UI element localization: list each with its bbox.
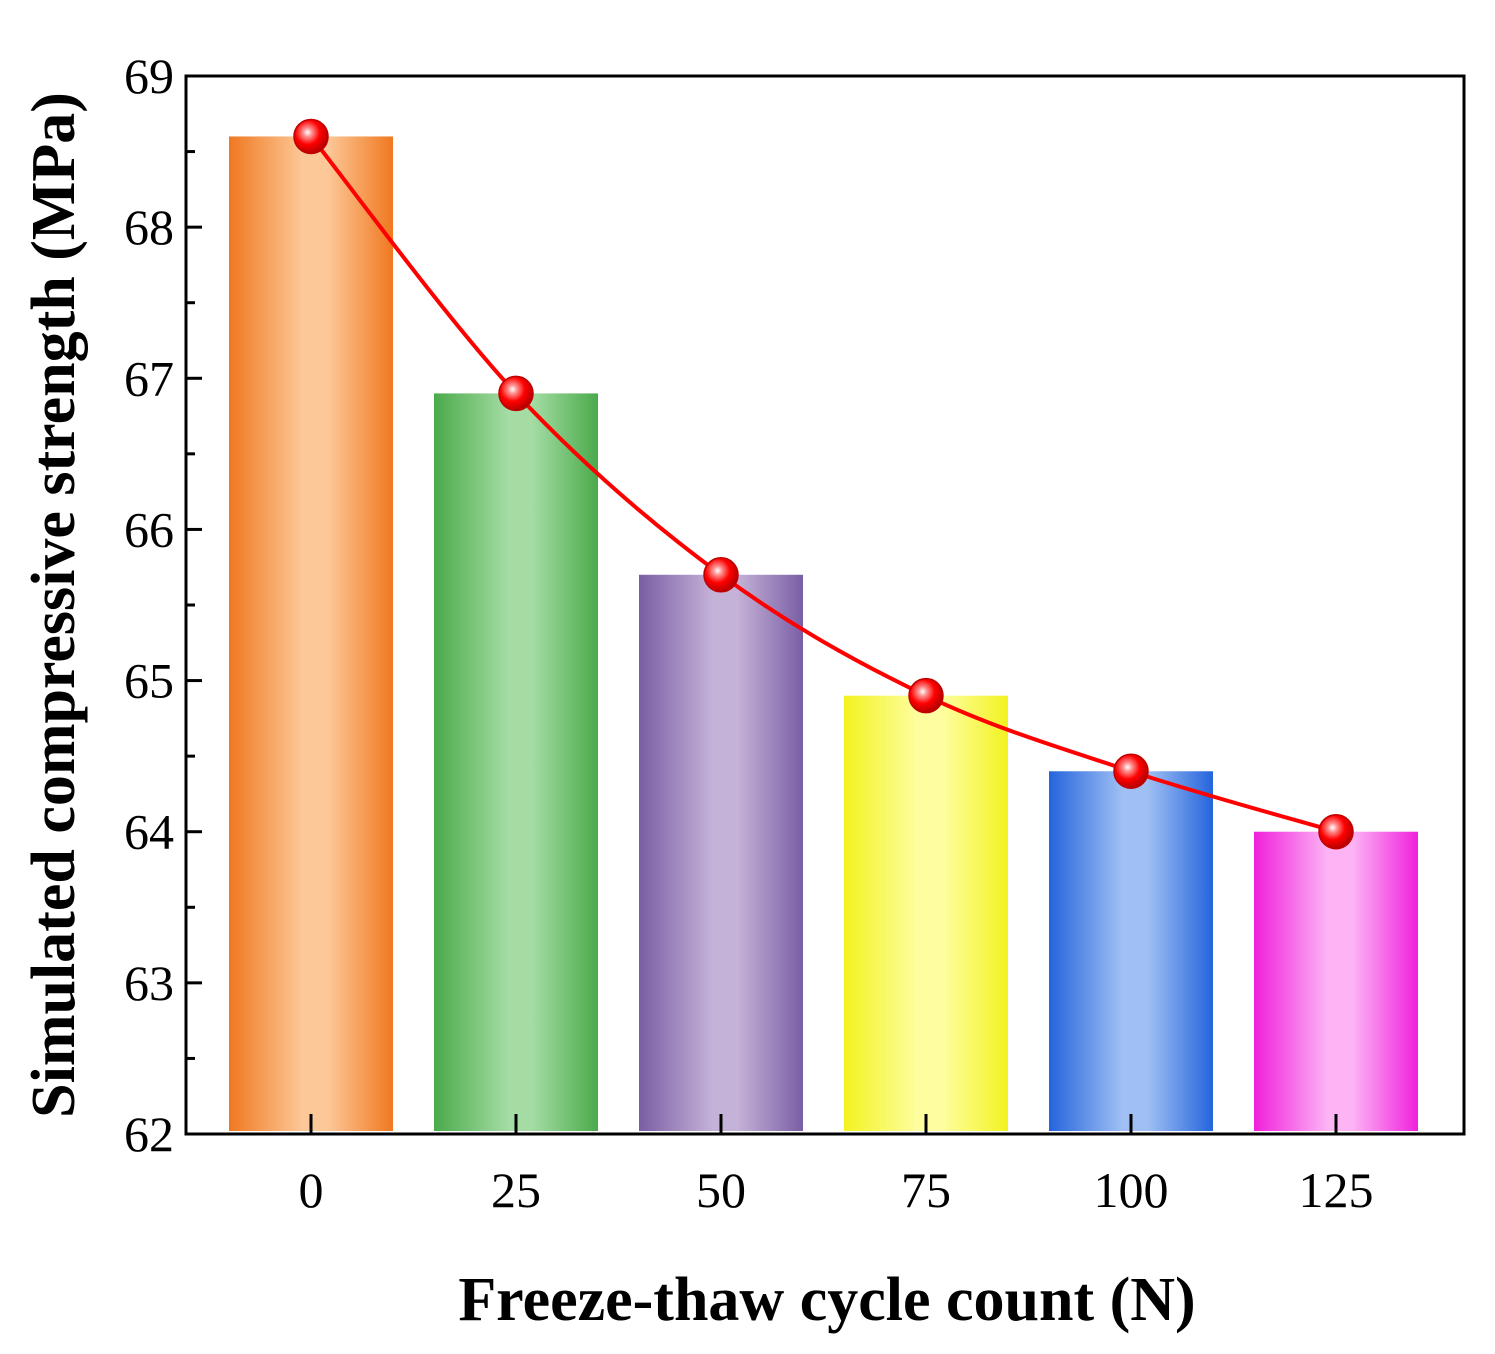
trend-point-75: [908, 677, 944, 714]
y-tick-label: 67: [124, 350, 174, 406]
x-tick-label: 125: [1299, 1162, 1374, 1218]
x-axis-label: Freeze-thaw cycle count (N): [458, 1266, 1195, 1334]
trend-point-125: [1318, 813, 1354, 850]
x-tick-label: 50: [696, 1162, 746, 1218]
line-layer: [293, 118, 1354, 850]
y-tick-label: 66: [124, 501, 174, 557]
y-tick-label: 68: [124, 199, 174, 255]
trend-point-50: [703, 557, 739, 593]
y-tick-label: 63: [124, 955, 174, 1011]
y-tick-label: 65: [124, 653, 174, 709]
y-tick-label: 64: [124, 804, 174, 860]
y-axis-label: Simulated compressive strength (MPa): [20, 92, 88, 1118]
bar-25: [434, 393, 598, 1131]
bar-125: [1254, 831, 1418, 1131]
x-tick-label: 100: [1094, 1162, 1169, 1218]
trend-point-0: [293, 118, 329, 155]
x-tick-label: 25: [491, 1162, 541, 1218]
trend-point-25: [498, 375, 534, 412]
y-tick-label: 69: [124, 48, 174, 104]
bar-0: [229, 136, 393, 1131]
bar-100: [1049, 771, 1213, 1131]
bar-50: [639, 574, 803, 1131]
y-tick-label: 62: [124, 1106, 174, 1162]
x-tick-label: 75: [901, 1162, 951, 1218]
x-tick-label: 0: [299, 1162, 324, 1218]
trend-point-100: [1113, 753, 1149, 790]
bars-layer: [229, 136, 1418, 1131]
bar-75: [844, 695, 1008, 1131]
x-axis: 0 25 50 75 100 125: [299, 1114, 1374, 1218]
y-axis: 62 63 64 65 66 67 68 69: [124, 48, 202, 1162]
